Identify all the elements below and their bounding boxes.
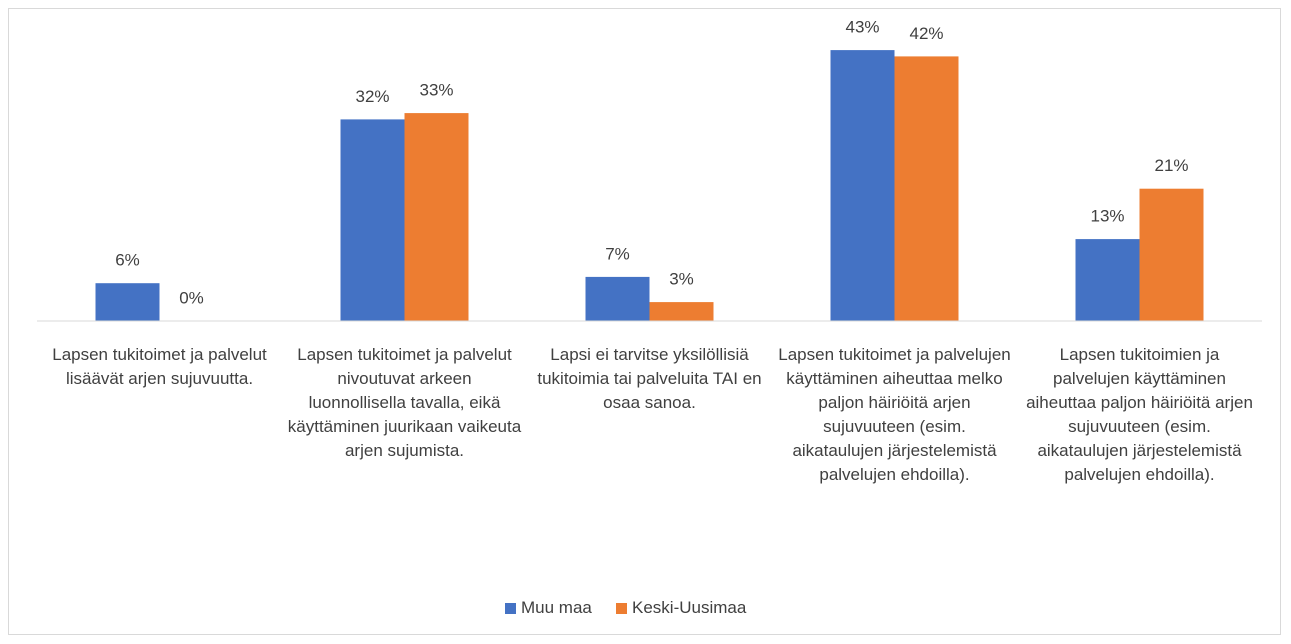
data-label: 13%: [1090, 207, 1124, 226]
data-label: 6%: [115, 251, 140, 270]
bar: [340, 119, 405, 322]
legend-swatch: [616, 602, 627, 614]
data-label: 43%: [845, 18, 879, 37]
x-tick-label: Lapsen tukitoimet ja palvelujen käyttämi…: [778, 345, 1011, 484]
data-label: 42%: [909, 24, 943, 43]
legend-label: Muu maa: [521, 598, 592, 617]
bar: [649, 302, 714, 321]
bar: [1075, 239, 1140, 321]
bar: [830, 50, 895, 321]
legend-item: Muu maa: [505, 598, 592, 618]
x-tick-label: Lapsen tukitoimet ja palvelut lisäävät a…: [52, 345, 267, 388]
legend-swatch: [505, 602, 516, 614]
data-label: 21%: [1154, 156, 1188, 175]
data-label: 33%: [419, 81, 453, 100]
x-tick-label: Lapsen tukitoimien ja palvelujen käyttäm…: [1026, 345, 1253, 484]
bar: [1139, 188, 1204, 321]
data-label: 7%: [605, 244, 630, 263]
bar: [894, 56, 959, 322]
legend-item: Keski-Uusimaa: [616, 598, 746, 618]
x-tick-label: Lapsi ei tarvitse yksilöllisiä tukitoimi…: [537, 345, 762, 412]
bar: [95, 283, 160, 321]
data-label: 32%: [355, 87, 389, 106]
bar: [585, 276, 650, 321]
bar: [404, 113, 469, 321]
legend-label: Keski-Uusimaa: [632, 598, 747, 617]
chart-frame: [8, 8, 1281, 635]
x-tick-label: Lapsen tukitoimet ja palvelut nivoutuvat…: [287, 345, 522, 460]
data-label: 3%: [669, 270, 694, 289]
data-label: 0%: [179, 288, 204, 307]
